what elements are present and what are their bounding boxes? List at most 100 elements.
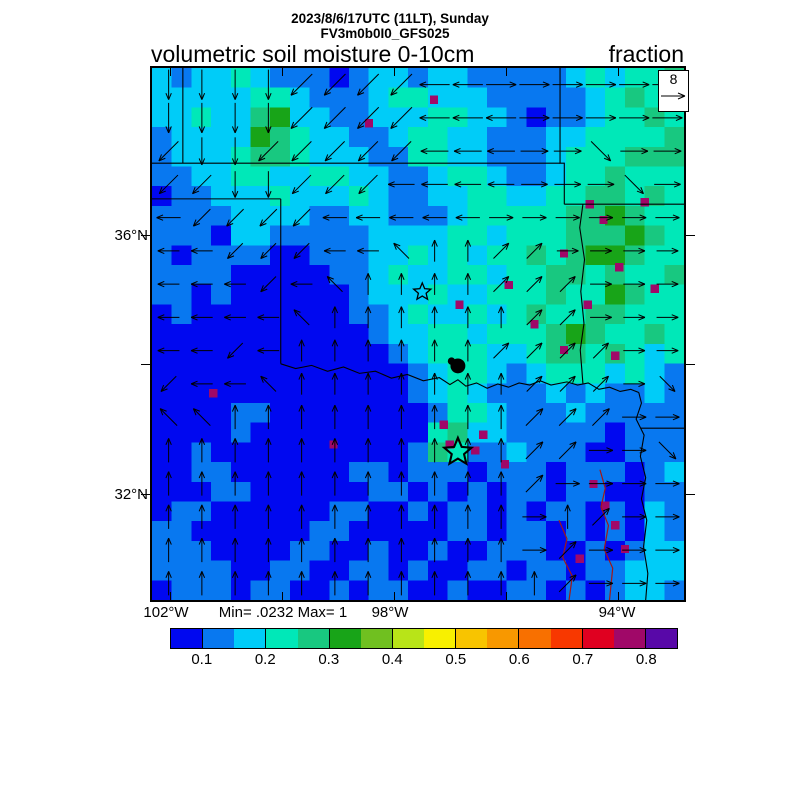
wind-arrow-head (190, 314, 198, 318)
wind-arrow-head (497, 404, 502, 412)
wind-arrow-head (431, 372, 436, 380)
wind-arrow-head (157, 347, 165, 352)
wind-arrow-head (400, 571, 405, 579)
wind-arrow-head (193, 223, 201, 227)
wind-arrow-head (606, 508, 610, 516)
wind-arrow-head (421, 183, 429, 188)
wind-arrow-head (569, 441, 577, 445)
wind-arrow-head (572, 480, 580, 485)
wind-arrow-head (602, 507, 610, 512)
wind-arrow-head (331, 339, 336, 347)
wind-arrow-head (257, 350, 265, 354)
wind-arrow-head (539, 214, 547, 219)
wind-arrow-head (502, 276, 509, 280)
wind-arrow-head (260, 251, 264, 259)
wind-arrow-head (292, 190, 299, 195)
wind-arrow-head (638, 383, 646, 388)
wind-arrow-head (190, 380, 198, 385)
wind-arrow-head (500, 306, 505, 314)
wind-arrow-head (605, 314, 612, 318)
wind-arrow-head (569, 541, 577, 545)
wind-arrow-head (606, 580, 614, 584)
wind-arrow (525, 474, 544, 493)
wind-arrow-head (387, 183, 395, 188)
wind-arrow-head (639, 413, 647, 418)
wind-arrow-head (455, 214, 463, 219)
wind-arrow-head (672, 549, 680, 554)
se-river-1 (600, 470, 613, 600)
wind-arrow-head (673, 183, 681, 188)
wind-arrow-head (638, 247, 646, 252)
wind-arrow-head (367, 571, 372, 579)
lon-tick-label: 102°W (143, 604, 189, 621)
wind-arrow-head (572, 483, 580, 487)
missouri-west (560, 68, 564, 204)
wind-arrow-head (201, 126, 206, 134)
wind-arrow-head (642, 117, 650, 122)
wind-arrow-head (673, 181, 681, 185)
wind-arrow-head (607, 183, 615, 188)
wind-arrow-head (568, 375, 576, 380)
wind-arrow-head (539, 217, 547, 221)
wind-arrow-head (259, 219, 263, 227)
wind-arrow-head (419, 117, 427, 122)
wind-arrow (658, 441, 677, 460)
wind-arrow-head (265, 537, 269, 545)
wind-arrow-head (389, 214, 397, 219)
wind-arrow-head (671, 247, 679, 252)
wind-arrow (358, 141, 379, 162)
wind-arrow-head (400, 537, 405, 545)
wind-arrow-head (535, 242, 543, 247)
wind-arrow-head (323, 88, 328, 96)
wind-arrow-head (400, 504, 405, 512)
colorbar-segment (613, 629, 645, 648)
wind-arrow-head (260, 376, 264, 383)
wind-arrow (260, 276, 277, 293)
wind-arrow-head (454, 183, 462, 188)
wind-arrow-head (674, 147, 682, 152)
wind-arrow-head (157, 280, 165, 285)
wind-arrow (291, 174, 312, 195)
wind-arrow-head (464, 273, 469, 280)
wind-arrow-head (160, 388, 168, 392)
wind-arrow (291, 141, 312, 162)
wind-arrow (158, 174, 179, 195)
wind-arrow-head (201, 504, 206, 512)
wind-arrow (526, 276, 543, 293)
wind-arrow-head (190, 350, 198, 354)
wind-arrow-head (334, 438, 339, 446)
wind-arrow-head (671, 250, 679, 255)
wind-arrow-head (357, 247, 364, 252)
wind-arrow-head (539, 441, 544, 449)
wind-arrow-head (357, 92, 365, 96)
wind-arrow-head (606, 214, 614, 219)
red-river (281, 364, 639, 393)
wind-arrow-head (260, 375, 268, 380)
wind-arrow-head (324, 154, 329, 162)
wind-arrow-head (539, 513, 547, 518)
wind-arrow-head (539, 546, 547, 551)
wind-arrow-head (331, 504, 336, 512)
wind-arrow-head (231, 404, 236, 412)
station-star-okc (414, 283, 431, 299)
wind-arrow-head (573, 574, 577, 582)
wind-arrow-head (168, 438, 172, 446)
wind-arrow-head (293, 255, 301, 259)
wind-arrow-head (431, 471, 436, 479)
wind-arrow-head (192, 187, 196, 194)
wind-arrow-head (671, 316, 679, 321)
wind-arrow-head (434, 273, 438, 280)
wind-arrow-head (301, 372, 305, 380)
lat-tick (685, 364, 695, 365)
wind-arrow-head (542, 84, 550, 88)
wind-arrow-head (639, 549, 647, 554)
wind-arrow-head (431, 273, 436, 280)
minmax-label: Min= .0232 Max= 1 (218, 604, 348, 621)
wind-arrow (493, 242, 510, 259)
wind-arrow-head (671, 347, 679, 352)
wind-arrow-head (572, 214, 580, 219)
wind-arrow-head (157, 247, 165, 252)
wind-arrow (390, 73, 413, 96)
wind-arrow-head (290, 283, 298, 288)
wind-arrow-head (431, 571, 436, 579)
